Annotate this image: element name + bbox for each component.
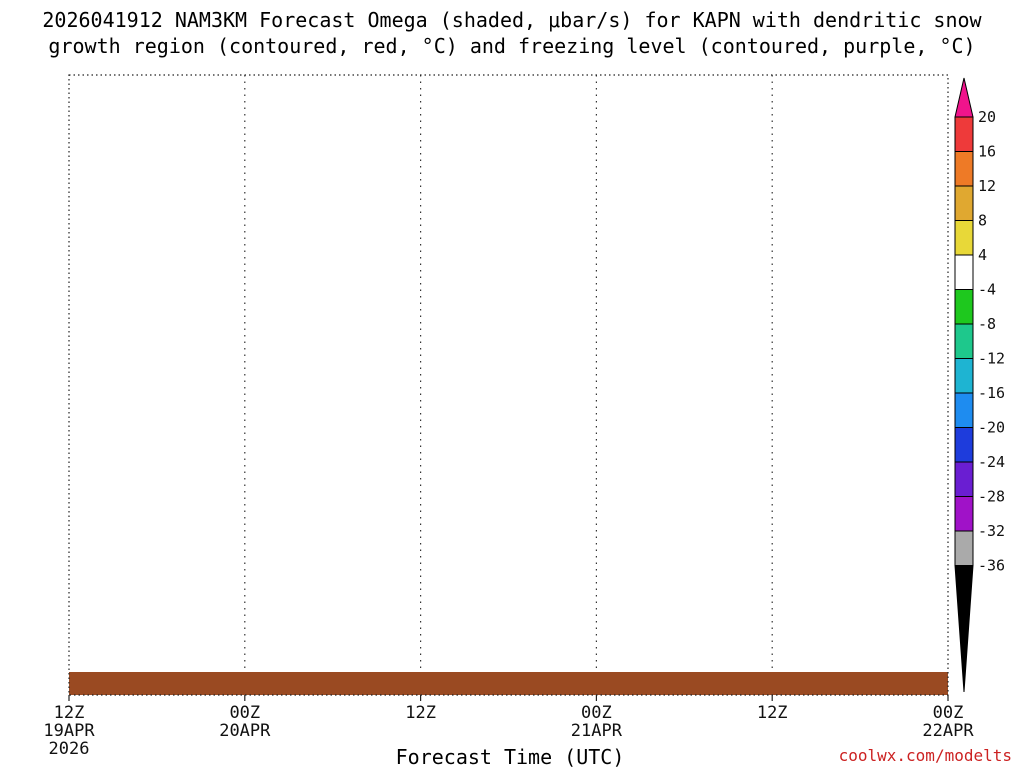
x-tick-label-36-0: 00Z — [581, 703, 612, 723]
colorbar-bottom-arrow — [954, 565, 974, 693]
colorbar-swatch-4 — [954, 254, 974, 290]
x-tick-label-36-1: 21APR — [571, 721, 623, 741]
x-tick-label-60-0: 00Z — [933, 703, 964, 723]
gridlines — [244, 75, 773, 695]
colorbar-label-13: -36 — [978, 557, 1005, 575]
colorbar-label-2: 12 — [978, 177, 996, 195]
x-tick-label-0-1: 19APR — [43, 721, 95, 741]
colorbar-label-3: 8 — [978, 212, 987, 230]
colorbar-label-0: 20 — [978, 108, 996, 126]
colorbar-label-11: -28 — [978, 488, 1005, 506]
colorbar-swatch-6 — [954, 323, 974, 359]
colorbar-swatch-12 — [954, 530, 974, 566]
colorbar-swatch-8 — [954, 392, 974, 428]
x-axis-label: Forecast Time (UTC) — [396, 745, 625, 768]
colorbar-label-8: -16 — [978, 384, 1005, 402]
colorbar-label-4: 4 — [978, 246, 987, 264]
ground-below-surface — [69, 672, 948, 695]
x-tick-label-0-2: 2026 — [49, 739, 90, 759]
colorbar-swatch-7 — [954, 358, 974, 394]
colorbar-label-9: -20 — [978, 419, 1005, 437]
colorbar-swatch-2 — [954, 185, 974, 221]
colorbar-swatch-0 — [954, 116, 974, 152]
x-tick-label-12-1: 20APR — [219, 721, 271, 741]
colorbar-label-12: -32 — [978, 522, 1005, 540]
colorbar-swatch-9 — [954, 427, 974, 463]
colorbar-label-6: -8 — [978, 315, 996, 333]
credit-text: coolwx.com/modelts — [839, 746, 1012, 765]
axes: 2503003504004505005506006507007508008509… — [43, 695, 974, 759]
chart-title-line1: 2026041912 NAM3KM Forecast Omega (shaded… — [42, 8, 982, 32]
colorbar-swatch-1 — [954, 151, 974, 187]
colorbar-label-7: -12 — [978, 350, 1005, 368]
colorbar-top-arrow — [954, 77, 974, 118]
x-tick-label-0-0: 12Z — [54, 703, 85, 723]
x-tick-label-12-0: 00Z — [229, 703, 260, 723]
colorbar-label-5: -4 — [978, 281, 996, 299]
chart-title-line2: growth region (contoured, red, °C) and f… — [48, 34, 975, 58]
colorbar-label-1: 16 — [978, 143, 996, 161]
colorbar-swatch-11 — [954, 496, 974, 532]
colorbar-label-10: -24 — [978, 453, 1005, 471]
colorbar-swatch-3 — [954, 220, 974, 256]
plot-frame — [68, 74, 949, 696]
colorbar: 20 16 12 8 4 -4 -8 -12 -16 -20 -24 -28 -32 -36 — [954, 77, 1005, 693]
x-tick-label-48-0: 12Z — [757, 703, 788, 723]
colorbar-swatch-10 — [954, 461, 974, 497]
x-tick-label-24-0: 12Z — [405, 703, 436, 723]
x-tick-label-60-1: 22APR — [922, 721, 974, 741]
colorbar-swatch-5 — [954, 289, 974, 325]
